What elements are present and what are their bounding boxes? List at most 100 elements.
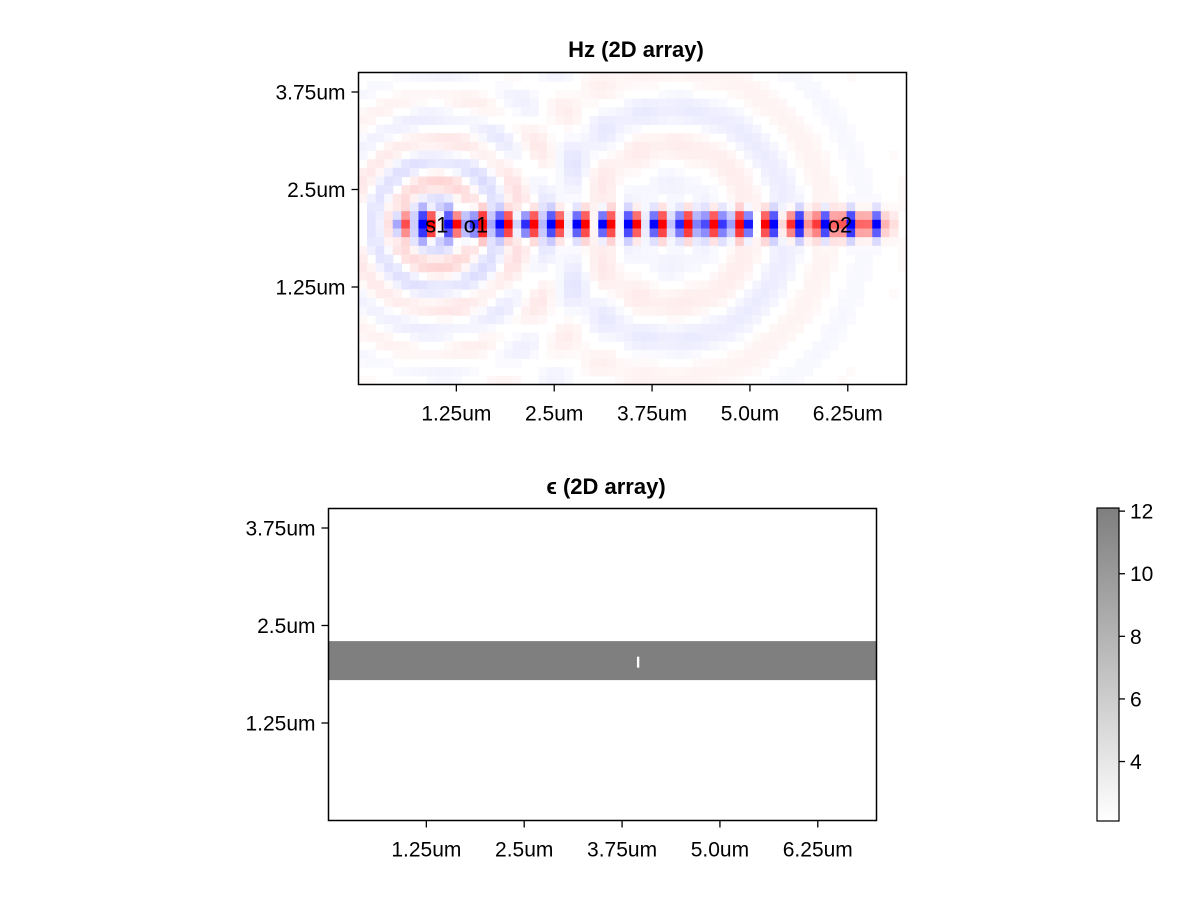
hz-field-cell xyxy=(572,115,582,126)
hz-field-cell xyxy=(735,219,745,230)
hz-field-cell xyxy=(649,280,659,290)
hz-field-cell xyxy=(384,193,394,204)
hz-field-cell xyxy=(529,263,539,273)
hz-field-cell xyxy=(692,237,702,247)
hz-field-cell xyxy=(752,245,762,256)
hz-field-cell xyxy=(726,323,736,334)
hz-field-cell xyxy=(572,219,582,230)
hz-field-cell xyxy=(752,185,762,195)
hz-field-cell xyxy=(418,219,428,230)
hz-field-cell xyxy=(623,367,634,377)
hz-field-cell xyxy=(452,211,462,221)
hz-field-cell xyxy=(666,167,676,178)
hz-field-cell xyxy=(409,211,420,221)
hz-field-cell xyxy=(358,176,368,186)
hz-field-cell xyxy=(692,98,702,108)
hz-field-cell xyxy=(598,159,608,169)
hz-field-cell xyxy=(709,141,719,152)
hz-field-cell xyxy=(427,367,437,377)
hz-field-cell xyxy=(812,141,822,152)
hz-field-cell xyxy=(598,306,608,316)
hz-field-cell xyxy=(863,219,873,230)
hz-field-cell xyxy=(512,332,522,342)
hz-field-cell xyxy=(418,159,428,169)
hz-field-cell xyxy=(760,358,771,368)
hz-field-cell xyxy=(486,176,497,186)
hz-field-cell xyxy=(615,367,625,377)
hz-field-cell xyxy=(795,245,805,256)
hz-field-cell xyxy=(709,219,719,230)
hz-field-cell xyxy=(409,193,420,204)
hz-field-cell xyxy=(632,289,642,299)
hz-field-cell xyxy=(623,254,634,264)
hz-field-cell xyxy=(786,107,796,117)
hz-field-cell xyxy=(615,115,625,126)
hz-field-cell xyxy=(735,323,745,334)
hz-field-cell xyxy=(486,237,497,247)
hz-field-cell xyxy=(709,271,719,282)
hz-field-cell xyxy=(675,72,685,82)
hz-field-cell xyxy=(692,72,702,82)
hz-field-cell xyxy=(778,219,788,230)
hz-field-cell xyxy=(538,315,548,325)
hz-field-cell xyxy=(358,254,368,264)
hz-field-cell xyxy=(495,219,505,230)
hz-field-cell xyxy=(478,297,488,308)
hz-field-cell xyxy=(581,141,591,152)
hz-field-cell xyxy=(598,193,608,204)
hz-field-cell xyxy=(880,219,890,230)
hz-field-cell xyxy=(675,263,685,273)
hz-field-cell xyxy=(469,211,479,221)
hz-field-cell xyxy=(418,89,428,100)
hz-field-cell xyxy=(358,358,368,368)
hz-field-cell xyxy=(795,141,805,152)
hz-field-cell xyxy=(504,237,514,247)
hz-field-cell xyxy=(401,193,411,204)
hz-field-cell xyxy=(829,133,839,143)
hz-field-cell xyxy=(726,332,736,342)
hz-field-cell xyxy=(606,167,616,178)
hz-field-cell xyxy=(778,280,788,290)
hz-field-cell xyxy=(718,98,728,108)
hz-field-cell xyxy=(606,297,616,308)
hz-field-cell xyxy=(752,306,762,316)
hz-field-cell xyxy=(427,115,437,126)
hz-field-cell xyxy=(546,228,557,238)
hz-field-cell xyxy=(795,219,805,230)
hz-field-cell xyxy=(564,228,574,238)
hz-field-cell xyxy=(572,280,582,290)
hz-field-cell xyxy=(512,297,522,308)
hz-field-cell xyxy=(769,150,779,160)
hz-field-cell xyxy=(649,176,659,186)
hz-field-cell xyxy=(743,185,753,195)
hz-field-cell xyxy=(658,202,668,212)
hz-field-cell xyxy=(486,107,497,117)
hz-field-cell xyxy=(675,193,685,204)
hz-field-cell xyxy=(358,289,368,299)
hz-field-cell xyxy=(367,141,377,152)
hz-field-cell xyxy=(358,107,368,117)
hz-field-cell xyxy=(623,115,634,126)
hz-field-cell xyxy=(718,219,728,230)
hz-field-cell xyxy=(838,228,848,238)
epsilon-y-tick-label: 1.25um xyxy=(245,713,315,736)
hz-field-cell xyxy=(555,254,565,264)
hz-field-cell xyxy=(555,159,565,169)
hz-field-cell xyxy=(469,289,479,299)
hz-field-cell xyxy=(701,81,711,91)
hz-field-cell xyxy=(564,176,574,186)
hz-field-cell xyxy=(743,72,753,82)
hz-field-cell xyxy=(692,185,702,195)
hz-field-cell xyxy=(846,176,856,186)
hz-field-cell xyxy=(444,72,454,82)
hz-field-cell xyxy=(478,98,488,108)
hz-field-cell xyxy=(521,185,531,195)
hz-field-cell xyxy=(820,245,831,256)
hz-field-cell xyxy=(820,185,831,195)
hz-field-cell xyxy=(838,133,848,143)
hz-field-cell xyxy=(701,245,711,256)
hz-field-cell xyxy=(409,141,420,152)
hz-field-cell xyxy=(718,271,728,282)
hz-field-cell xyxy=(504,280,514,290)
hz-field-cell xyxy=(760,280,771,290)
